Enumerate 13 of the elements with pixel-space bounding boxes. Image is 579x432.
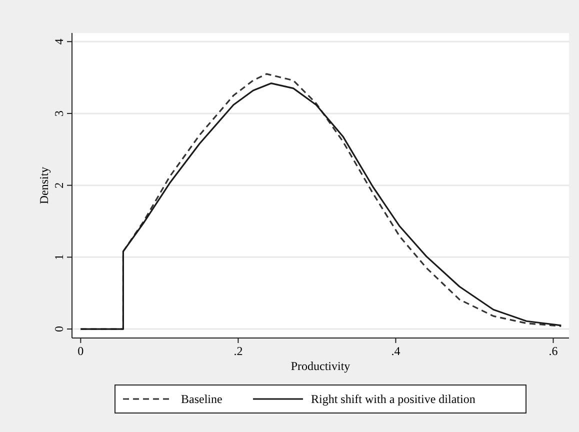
y-tick-label: 3 xyxy=(52,110,66,116)
legend-label: Right shift with a positive dilation xyxy=(311,392,476,406)
x-axis-title: Productivity xyxy=(290,359,350,373)
x-tick-label: .4 xyxy=(391,344,400,358)
y-tick-label: 0 xyxy=(52,326,66,332)
x-tick-label: .2 xyxy=(234,344,243,358)
y-tick-label: 1 xyxy=(52,254,66,260)
y-axis-title: Density xyxy=(37,166,51,204)
y-tick-label: 2 xyxy=(52,182,66,188)
legend-label: Baseline xyxy=(181,392,222,406)
x-tick-label: 0 xyxy=(78,344,84,358)
y-tick-label: 4 xyxy=(52,38,66,45)
x-tick-label: .6 xyxy=(548,344,558,358)
